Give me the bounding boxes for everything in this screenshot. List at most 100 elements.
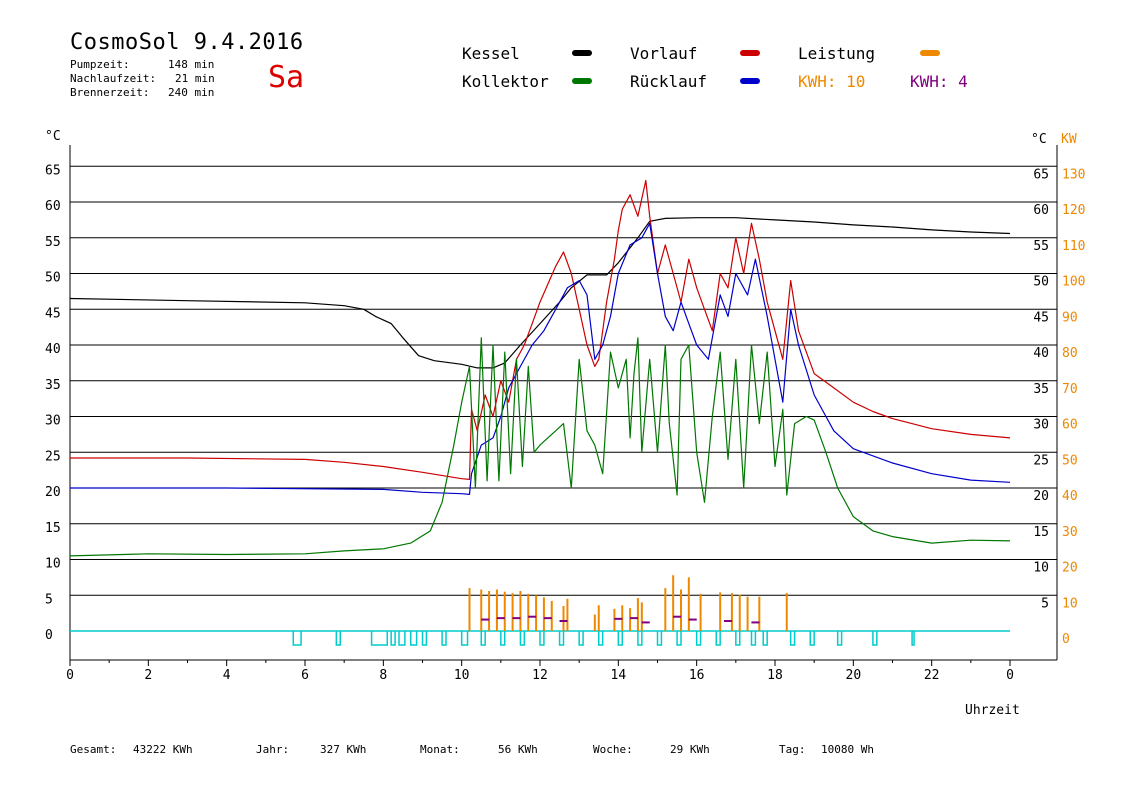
y-tick-left: 15	[45, 521, 61, 536]
y-tick-right-c: 40	[1033, 346, 1049, 361]
y-tick-right-kw: 120	[1062, 203, 1085, 218]
series-line-vorlauf	[70, 179, 1011, 480]
pump-pulse	[441, 631, 447, 646]
footer-monat-value: 56 KWh	[498, 743, 538, 756]
legend-ruecklauf-label: Rücklauf	[630, 72, 708, 91]
y-tick-right-kw: 90	[1062, 310, 1078, 325]
y-axis-right-label-c: °C	[1031, 132, 1047, 147]
y-tick-left: 65	[45, 163, 61, 178]
y-tick-right-kw: 70	[1062, 382, 1078, 397]
y-tick-right-c: 25	[1033, 453, 1049, 468]
y-tick-right-kw: 110	[1062, 239, 1085, 254]
pump-pulse	[656, 631, 663, 646]
y-tick-left: 20	[45, 485, 61, 500]
pump-pulse	[789, 631, 796, 646]
legend-kessel-label: Kessel	[462, 44, 520, 63]
y-tick-left: 0	[45, 628, 53, 643]
y-tick-left: 5	[45, 592, 53, 607]
brennerzeit-label: Brennerzeit:	[70, 86, 150, 99]
y-tick-right-c: 60	[1033, 203, 1049, 218]
series-line-ruecklauf	[70, 222, 1011, 495]
pump-pulse	[460, 631, 469, 646]
y-tick-right-kw: 130	[1062, 167, 1085, 182]
legend-vorlauf-swatch	[740, 50, 760, 56]
pump-pulse	[872, 631, 878, 646]
legend-kollektor-label: Kollektor	[462, 72, 549, 91]
series-line-kollektor	[69, 337, 1011, 557]
y-tick-left: 60	[45, 199, 61, 214]
legend-ruecklauf-swatch	[740, 78, 760, 84]
page-title: CosmoSol 9.4.2016	[70, 30, 304, 55]
y-tick-right-c: 65	[1033, 167, 1049, 182]
y-tick-left: 50	[45, 271, 61, 286]
x-tick-label: 12	[532, 668, 548, 683]
pump-pulse	[480, 631, 486, 646]
pump-pulse	[617, 631, 623, 646]
y-axis-left-label: °C	[45, 129, 61, 144]
pump-pulse	[911, 631, 915, 646]
y-tick-left: 30	[45, 414, 61, 429]
footer-gesamt-value: 43222 KWh	[133, 743, 193, 756]
pump-pulse	[292, 631, 302, 646]
pump-pulse	[695, 631, 702, 646]
y-tick-right-c: 30	[1033, 418, 1049, 433]
x-tick-label: 18	[767, 668, 783, 683]
pump-pulse	[836, 631, 843, 646]
y-tick-left: 40	[45, 342, 61, 357]
footer-jahr-value: 327 KWh	[320, 743, 367, 756]
pumpzeit-label: Pumpzeit:	[70, 58, 130, 71]
y-tick-right-kw: 40	[1062, 489, 1078, 504]
pump-pulse	[421, 631, 428, 646]
pump-pulse	[370, 631, 388, 646]
pump-pulse	[637, 631, 643, 646]
pump-pulse	[578, 631, 584, 646]
pump-pulse	[519, 631, 526, 646]
nachlaufzeit-value: 21 min	[175, 72, 215, 85]
pump-pulse	[558, 631, 565, 646]
y-axis-right-label-kw: KW	[1061, 132, 1077, 147]
pump-pulse	[410, 631, 418, 646]
pump-pulse	[335, 631, 341, 646]
y-tick-right-c: 5	[1041, 596, 1049, 611]
legend-leistung-swatch	[920, 50, 940, 56]
y-tick-right-kw: 80	[1062, 346, 1078, 361]
x-tick-label: 8	[379, 668, 387, 683]
y-tick-left: 55	[45, 235, 61, 250]
x-tick-label: 2	[144, 668, 152, 683]
footer-tag-label: Tag:	[779, 743, 806, 756]
x-tick-label: 14	[611, 668, 627, 683]
y-tick-right-kw: 0	[1062, 632, 1070, 647]
y-tick-right-kw: 100	[1062, 275, 1085, 290]
legend-vorlauf-label: Vorlauf	[630, 44, 698, 63]
x-tick-label: 6	[301, 668, 309, 683]
y-tick-right-kw: 60	[1062, 418, 1078, 433]
pump-pulse	[735, 631, 741, 646]
x-tick-label: 0	[66, 668, 74, 683]
legend-kollektor-swatch	[572, 78, 592, 84]
y-tick-right-c: 35	[1033, 382, 1049, 397]
footer-woche-label: Woche:	[593, 743, 633, 756]
y-tick-left: 35	[45, 378, 61, 393]
y-tick-right-c: 10	[1033, 561, 1049, 576]
pump-pulse	[809, 631, 815, 646]
footer-jahr-label: Jahr:	[256, 743, 290, 756]
pump-pulse	[750, 631, 757, 646]
x-tick-label: 22	[924, 668, 940, 683]
y-tick-right-c: 50	[1033, 275, 1049, 290]
nachlaufzeit-label: Nachlaufzeit:	[70, 72, 157, 85]
footer-monat-label: Monat:	[420, 743, 460, 756]
pump-pulse	[500, 631, 506, 646]
x-tick-label: 16	[689, 668, 705, 683]
pump-pulse	[762, 631, 768, 646]
pump-pulse	[398, 631, 406, 646]
x-tick-label: 20	[846, 668, 862, 683]
x-axis-label: Uhrzeit	[965, 703, 1020, 718]
x-tick-label: 10	[454, 668, 470, 683]
legend-leistung-label: Leistung	[798, 44, 876, 63]
y-tick-right-kw: 20	[1062, 561, 1078, 576]
y-tick-left: 25	[45, 449, 61, 464]
y-tick-right-kw: 10	[1062, 596, 1078, 611]
y-tick-right-c: 15	[1033, 525, 1049, 540]
pump-pulse	[715, 631, 721, 646]
